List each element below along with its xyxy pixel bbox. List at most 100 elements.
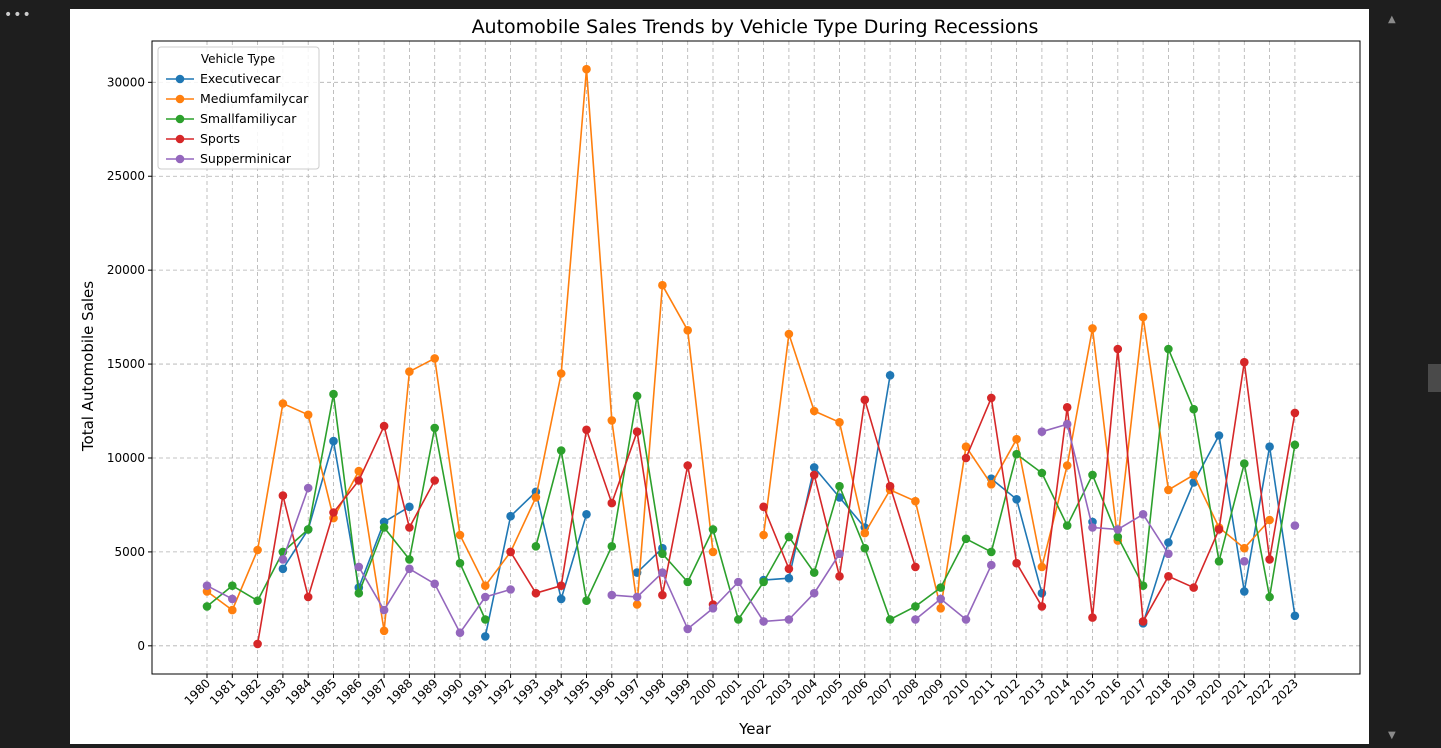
data-point	[278, 491, 288, 500]
x-tick-label: 2018	[1143, 676, 1174, 707]
data-point	[683, 624, 692, 634]
series-line	[965, 348, 1296, 625]
data-point	[1164, 549, 1173, 559]
legend-entry-label: Sports	[200, 131, 240, 146]
x-tick-label: 1989	[409, 676, 440, 707]
data-point	[784, 329, 794, 339]
data-point	[379, 421, 389, 431]
data-point	[911, 562, 920, 572]
data-point	[354, 476, 364, 485]
x-tick-label: 2007	[865, 676, 896, 707]
legend-entry-label: Executivecar	[200, 71, 281, 86]
data-point	[481, 615, 490, 624]
data-point	[809, 463, 819, 472]
x-axis-label: Year	[738, 720, 772, 738]
x-tick-label: 1990	[435, 676, 466, 707]
data-point	[202, 581, 212, 590]
data-point	[1265, 442, 1274, 452]
data-point	[885, 615, 895, 624]
data-point	[1012, 495, 1021, 504]
data-point	[987, 480, 996, 489]
data-point	[531, 588, 541, 598]
data-point	[556, 369, 566, 378]
scroll-down-arrow-icon[interactable]: ▼	[1388, 730, 1396, 741]
data-point	[405, 502, 414, 512]
data-point	[379, 626, 389, 636]
x-tick-label: 2016	[1092, 676, 1123, 707]
data-point	[455, 530, 465, 540]
x-tick-label: 1995	[561, 676, 592, 707]
data-point	[961, 534, 971, 544]
more-options-icon[interactable]: •••	[4, 7, 32, 23]
data-point	[784, 564, 794, 574]
series-line	[282, 440, 410, 591]
x-tick-label: 2012	[991, 676, 1022, 707]
data-point	[1214, 557, 1224, 566]
x-tick-label: 1982	[232, 676, 263, 707]
data-point	[430, 354, 440, 363]
data-point	[784, 573, 794, 583]
x-tick-label: 2009	[915, 676, 946, 707]
x-tick-label: 1999	[662, 676, 693, 707]
data-point	[860, 528, 870, 538]
data-point	[936, 583, 945, 592]
data-point	[708, 604, 718, 613]
data-point	[582, 510, 591, 519]
data-point	[658, 280, 667, 290]
data-point	[607, 498, 617, 508]
data-point	[683, 326, 692, 335]
data-point	[961, 442, 971, 452]
x-axis-ticks: 1980198119821983198419851986198719881989…	[182, 674, 1301, 708]
x-tick-label: 1991	[460, 676, 491, 707]
data-point	[1164, 344, 1173, 354]
x-tick-label: 2010	[941, 676, 972, 707]
x-tick-label: 2004	[789, 676, 820, 707]
data-point	[379, 523, 389, 532]
data-point	[658, 549, 667, 559]
data-point	[1062, 521, 1072, 530]
data-point	[278, 555, 288, 564]
data-point	[228, 581, 237, 590]
data-point	[329, 508, 338, 517]
x-tick-label: 1981	[207, 676, 238, 707]
series-group	[202, 64, 1300, 649]
legend: Vehicle Type Executivecar Mediumfamilycar…	[157, 46, 320, 170]
data-point	[987, 393, 996, 403]
data-point	[430, 476, 440, 485]
data-point	[658, 568, 667, 577]
data-point	[1265, 555, 1274, 564]
x-tick-label: 1993	[511, 676, 542, 707]
data-point	[1113, 344, 1123, 354]
data-point	[1037, 427, 1047, 437]
data-point	[354, 466, 364, 476]
data-point	[1088, 523, 1097, 532]
data-point	[1062, 461, 1072, 470]
scrollbar-thumb[interactable]	[1428, 364, 1441, 392]
data-point	[1012, 434, 1021, 444]
data-point	[1062, 403, 1072, 412]
data-point	[708, 547, 718, 557]
data-point	[481, 592, 490, 602]
x-tick-label: 2020	[1194, 676, 1225, 707]
legend-marker	[175, 114, 185, 124]
y-tick-label: 5000	[114, 545, 145, 559]
series-line	[1041, 423, 1170, 555]
data-point	[809, 588, 819, 598]
scroll-up-arrow-icon[interactable]: ▲	[1388, 14, 1396, 25]
data-point	[253, 545, 262, 555]
legend-title: Vehicle Type	[201, 52, 275, 66]
data-point	[734, 577, 743, 587]
data-point	[1138, 581, 1148, 590]
data-point	[253, 639, 262, 649]
line-chart: Automobile Sales Trends by Vehicle Type …	[79, 16, 1361, 738]
data-point	[354, 562, 364, 572]
data-point	[405, 564, 414, 574]
data-point	[632, 592, 642, 602]
x-tick-label: 1994	[536, 676, 567, 707]
data-point	[455, 558, 465, 568]
legend-box	[157, 46, 320, 170]
data-point	[202, 602, 212, 611]
data-point	[531, 493, 541, 502]
data-point	[860, 543, 870, 553]
data-point	[506, 585, 515, 594]
